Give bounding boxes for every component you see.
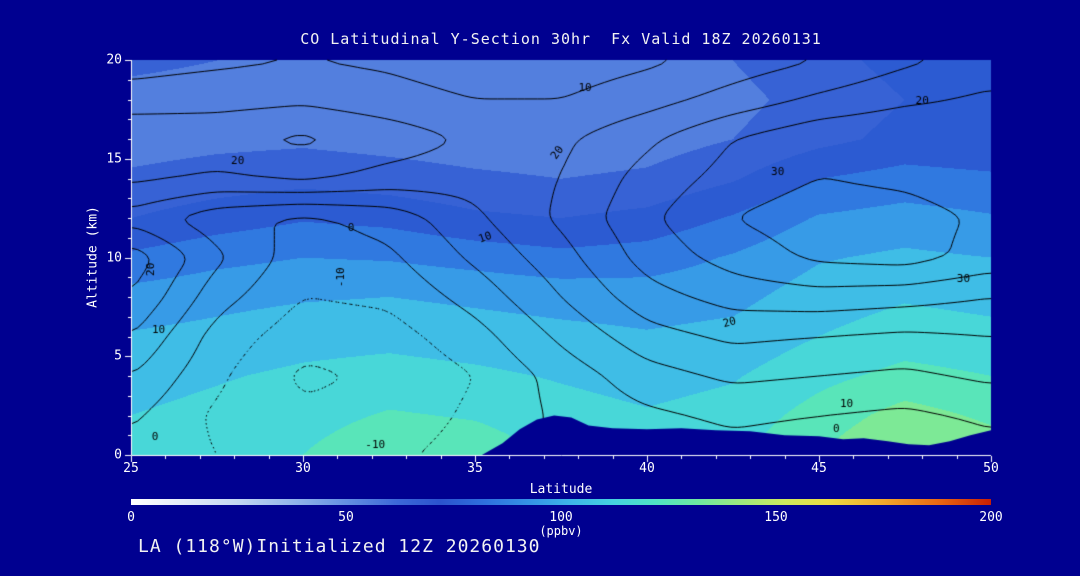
- colorbar-tick-label: 0: [127, 510, 135, 525]
- colorbar-gradient: [131, 499, 991, 505]
- plot-title: CO Latitudinal Y-Section 30hr Fx Valid 1…: [300, 30, 822, 48]
- y-tick-label: 20: [106, 52, 122, 68]
- y-tick-label: 0: [114, 447, 122, 463]
- colorbar-tick-label: 50: [338, 510, 354, 525]
- x-tick-label: 30: [295, 461, 311, 476]
- x-tick-label: 40: [639, 461, 655, 476]
- x-tick-label: 45: [811, 461, 827, 476]
- y-tick-label: 5: [114, 348, 122, 364]
- x-tick-label: 25: [123, 461, 139, 476]
- init-info-text: LA (118°W)Initialized 12Z 20260130: [138, 536, 541, 557]
- y-tick-label: 10: [106, 250, 122, 265]
- x-tick-label: 50: [983, 461, 999, 476]
- colorbar-tick-label: 200: [979, 510, 1003, 525]
- x-axis-title: Latitude: [529, 482, 593, 497]
- colorbar-tick-label: 100: [549, 510, 573, 525]
- y-tick-label: 15: [106, 151, 122, 167]
- colorbar-tick-label: 150: [764, 510, 788, 525]
- contour-plot-canvas: [115, 50, 1007, 470]
- y-axis-label: Altitude (km): [85, 206, 101, 308]
- x-tick-label: 35: [467, 461, 483, 476]
- colorbar-units-label: (ppbv): [539, 524, 583, 538]
